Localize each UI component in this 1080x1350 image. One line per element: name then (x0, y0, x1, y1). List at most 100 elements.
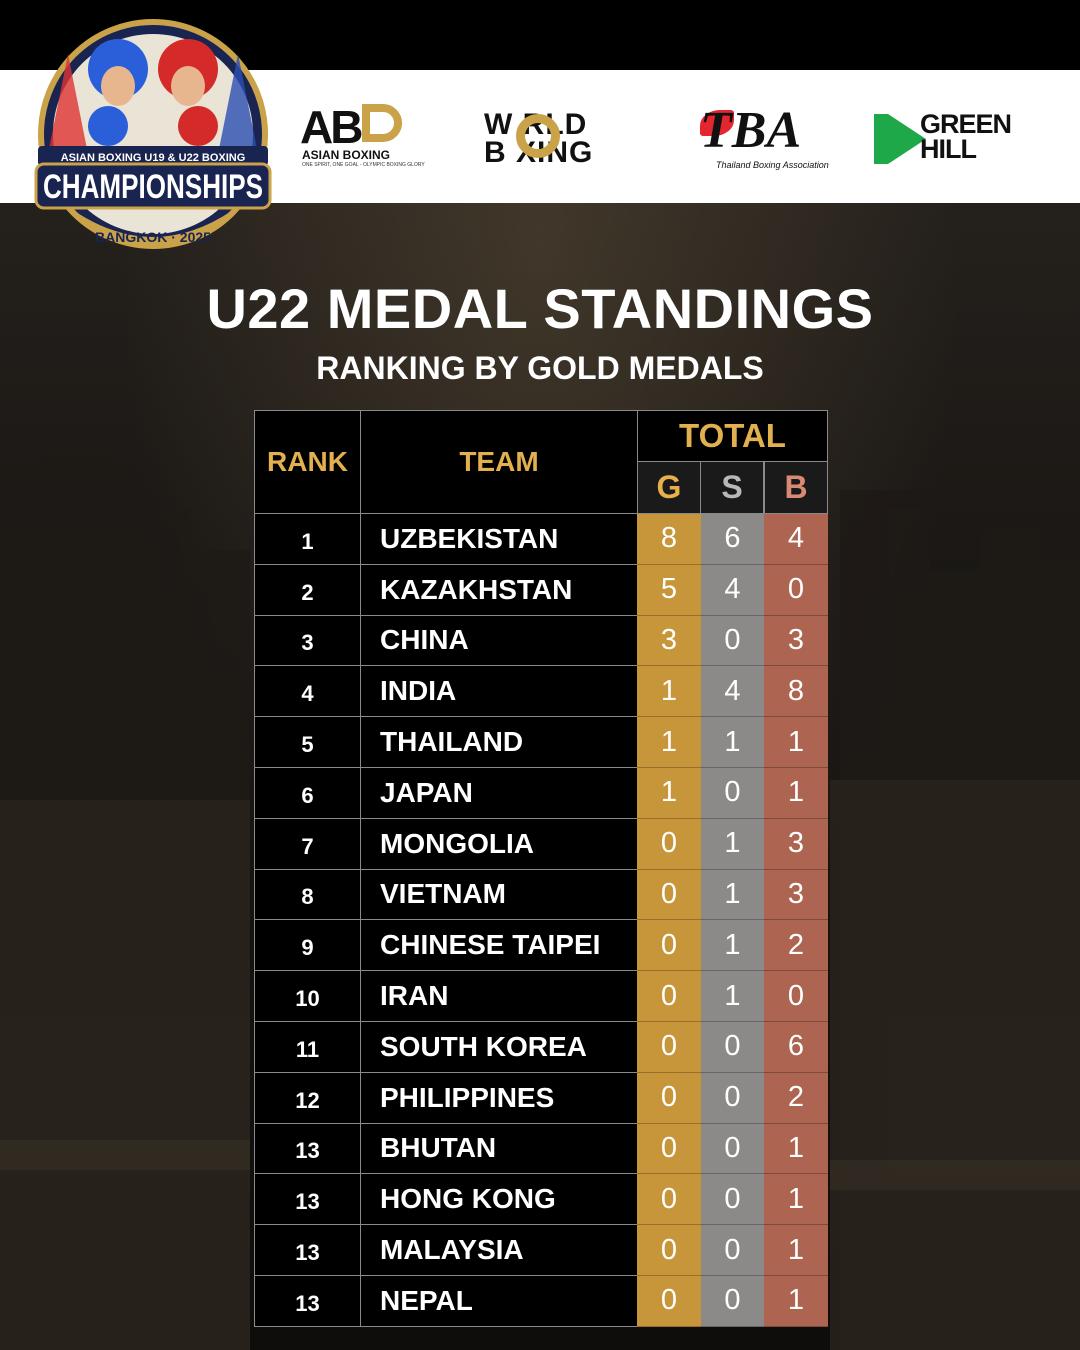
gold-cell: 1 (637, 768, 701, 819)
rank-cell: 12 (254, 1072, 361, 1124)
table-row: 7 MONGOLIA 0 1 3 (254, 818, 828, 870)
abd-name: ASIAN BOXING (302, 148, 391, 162)
team-cell: PHILIPPINES (360, 1072, 638, 1124)
rank-cell: 13 (254, 1174, 361, 1226)
bronze-cell: 1 (764, 1276, 828, 1327)
logo-line1: ASIAN BOXING U19 & U22 BOXING (61, 152, 246, 164)
table-row: 13 MALAYSIA 0 0 1 (254, 1225, 828, 1276)
gold-cell: 5 (637, 564, 701, 616)
table-row: 9 CHINESE TAIPEI 0 1 2 (254, 920, 828, 972)
page-subtitle: RANKING BY GOLD MEDALS (316, 350, 764, 386)
asian-boxing-logo: AB ASIAN BOXING ONE SPIRIT, ONE GOAL - O… (300, 104, 440, 170)
table-row: 4 INDIA 1 4 8 (254, 666, 828, 718)
bronze-cell: 1 (764, 768, 828, 819)
team-cell: THAILAND (360, 717, 638, 768)
silver-cell: 1 (701, 920, 764, 972)
rank-cell: 9 (254, 920, 361, 972)
silver-cell: 0 (701, 1022, 764, 1073)
gold-cell: 1 (637, 717, 701, 768)
rank-cell: 13 (254, 1123, 361, 1175)
rank-cell: 2 (254, 564, 361, 616)
silver-cell: 0 (701, 1123, 764, 1175)
rank-cell: 6 (254, 768, 361, 819)
team-cell: INDIA (360, 666, 638, 718)
team-cell: CHINA (360, 615, 638, 667)
bronze-cell: 3 (764, 818, 828, 870)
rank-cell: 13 (254, 1225, 361, 1276)
gold-cell: 0 (637, 1123, 701, 1175)
rank-cell: 10 (254, 971, 361, 1022)
gold-cell: 0 (637, 1174, 701, 1226)
rank-cell: 7 (254, 818, 361, 870)
green-hill-line1: GREEN (920, 109, 1012, 139)
gold-cell: 0 (637, 1072, 701, 1124)
green-hill-logo: GREEN HILL (874, 109, 1044, 166)
gold-cell: 0 (637, 1022, 701, 1073)
abd-tagline: ONE SPIRIT, ONE GOAL - OLYMPIC BOXING GL… (302, 162, 425, 168)
table-row: 13 NEPAL 0 0 1 (254, 1276, 828, 1327)
table-row: 11 SOUTH KOREA 0 0 6 (254, 1022, 828, 1073)
team-cell: MALAYSIA (360, 1225, 638, 1276)
world-boxing-logo: W RLD B XING (484, 110, 656, 168)
header-gold: G (637, 461, 701, 514)
page-title: U22 MEDAL STANDINGS (206, 277, 874, 340)
green-hill-line2: HILL (920, 134, 977, 164)
bronze-cell: 2 (764, 920, 828, 972)
silver-cell: 1 (701, 971, 764, 1022)
silver-cell: 1 (701, 818, 764, 870)
silver-cell: 0 (701, 1276, 764, 1327)
team-cell: CHINESE TAIPEI (360, 920, 638, 972)
team-cell: SOUTH KOREA (360, 1022, 638, 1073)
bronze-cell: 4 (764, 514, 828, 565)
silver-cell: 6 (701, 514, 764, 565)
tba-name: Thailand Boxing Association (716, 160, 829, 170)
medal-table: RANK TEAM TOTAL G S B 1 UZBEKISTAN 8 6 4 2 KAZ… (254, 410, 828, 1327)
bronze-cell: 3 (764, 869, 828, 921)
table-row: 3 CHINA 3 0 3 (254, 615, 828, 667)
tba-mark: TBA (700, 102, 802, 159)
green-hill-flag-icon (874, 114, 888, 164)
gold-cell: 0 (637, 971, 701, 1022)
team-cell: IRAN (360, 971, 638, 1022)
team-cell: UZBEKISTAN (360, 514, 638, 565)
table-row: 6 JAPAN 1 0 1 (254, 768, 828, 819)
city-skyline-background (0, 440, 1080, 1350)
logo-line3: BANGKOK · 2025 (95, 229, 211, 245)
championships-logo: ASIAN BOXING U19 & U22 BOXING CHAMPIONSH… (34, 19, 272, 249)
table-row: 13 HONG KONG 0 0 1 (254, 1174, 828, 1226)
gold-cell: 0 (637, 818, 701, 870)
gold-cell: 0 (637, 1225, 701, 1276)
silver-cell: 4 (701, 564, 764, 616)
bronze-cell: 1 (764, 1123, 828, 1175)
rank-cell: 4 (254, 666, 361, 718)
gold-cell: 8 (637, 514, 701, 565)
bronze-cell: 1 (764, 1225, 828, 1276)
rank-cell: 1 (254, 514, 361, 565)
silver-cell: 0 (701, 1072, 764, 1124)
team-cell: MONGOLIA (360, 818, 638, 870)
team-cell: JAPAN (360, 768, 638, 819)
abd-mark: AB (300, 101, 363, 153)
gold-cell: 0 (637, 1276, 701, 1327)
bronze-cell: 2 (764, 1072, 828, 1124)
header-rank: RANK (254, 410, 361, 514)
silver-cell: 1 (701, 869, 764, 921)
rank-cell: 5 (254, 717, 361, 768)
header-silver: S (700, 461, 764, 514)
team-cell: BHUTAN (360, 1123, 638, 1175)
bronze-cell: 1 (764, 1174, 828, 1226)
world-boxing-ring-icon (516, 114, 560, 158)
logo-line2: CHAMPIONSHIPS (43, 168, 263, 206)
team-cell: NEPAL (360, 1276, 638, 1327)
rank-cell: 8 (254, 869, 361, 921)
table-row: 10 IRAN 0 1 0 (254, 971, 828, 1022)
table-row: 1 UZBEKISTAN 8 6 4 (254, 514, 828, 565)
silver-cell: 4 (701, 666, 764, 718)
rank-cell: 3 (254, 615, 361, 667)
table-row: 8 VIETNAM 0 1 3 (254, 869, 828, 921)
gold-cell: 0 (637, 920, 701, 972)
table-row: 12 PHILIPPINES 0 0 2 (254, 1072, 828, 1124)
gold-cell: 3 (637, 615, 701, 667)
team-cell: KAZAKHSTAN (360, 564, 638, 616)
silver-cell: 0 (701, 1174, 764, 1226)
